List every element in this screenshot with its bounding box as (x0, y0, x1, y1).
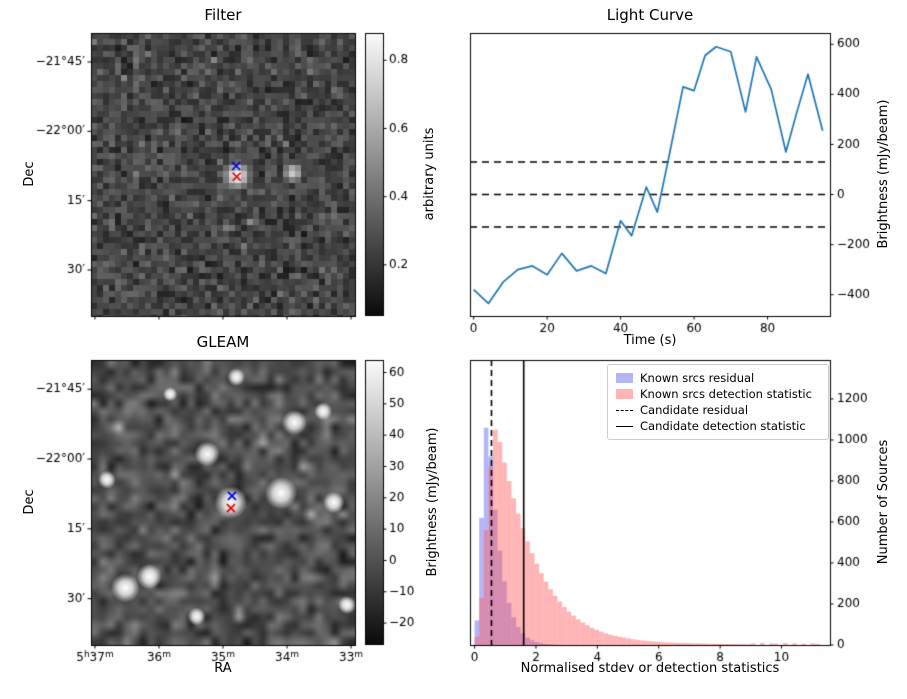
gleam-xlabel: RA (214, 661, 232, 676)
legend-label: Candidate residual (640, 403, 749, 417)
light-curve-title: Light Curve (606, 6, 694, 24)
legend-label: Known srcs detection statistic (640, 387, 812, 401)
filter-colorbar-label: arbitrary units (422, 127, 437, 221)
light-curve-xlabel: Time (s) (623, 333, 677, 348)
legend-item-candidate-detection: Candidate detection statistic (616, 418, 820, 434)
legend-swatch-pink-patch (616, 389, 633, 399)
hist-ylabel: Number of Sources (876, 439, 891, 565)
legend-swatch-dashed-line (616, 409, 633, 411)
legend-label: Known srcs residual (640, 371, 755, 385)
legend-swatch-solid-line (616, 425, 633, 427)
gleam-title: GLEAM (196, 333, 250, 351)
gleam-ylabel: Dec (22, 489, 37, 515)
hist-xlabel: Normalised stdev or detection statistics (520, 661, 780, 676)
gleam-colorbar-label: Brightness (mJy/beam) (425, 427, 440, 577)
legend-item-known-residual: Known srcs residual (616, 370, 820, 386)
histogram-legend: Known srcs residual Known srcs detection… (607, 364, 829, 440)
filter-title: Filter (204, 6, 242, 24)
legend-swatch-blue-patch (616, 373, 633, 383)
legend-item-known-detection: Known srcs detection statistic (616, 386, 820, 402)
legend-label: Candidate detection statistic (640, 419, 806, 433)
legend-item-candidate-residual: Candidate residual (616, 402, 820, 418)
light-curve-ylabel: Brightness (mJy/beam) (876, 99, 891, 249)
filter-ylabel: Dec (22, 161, 37, 187)
